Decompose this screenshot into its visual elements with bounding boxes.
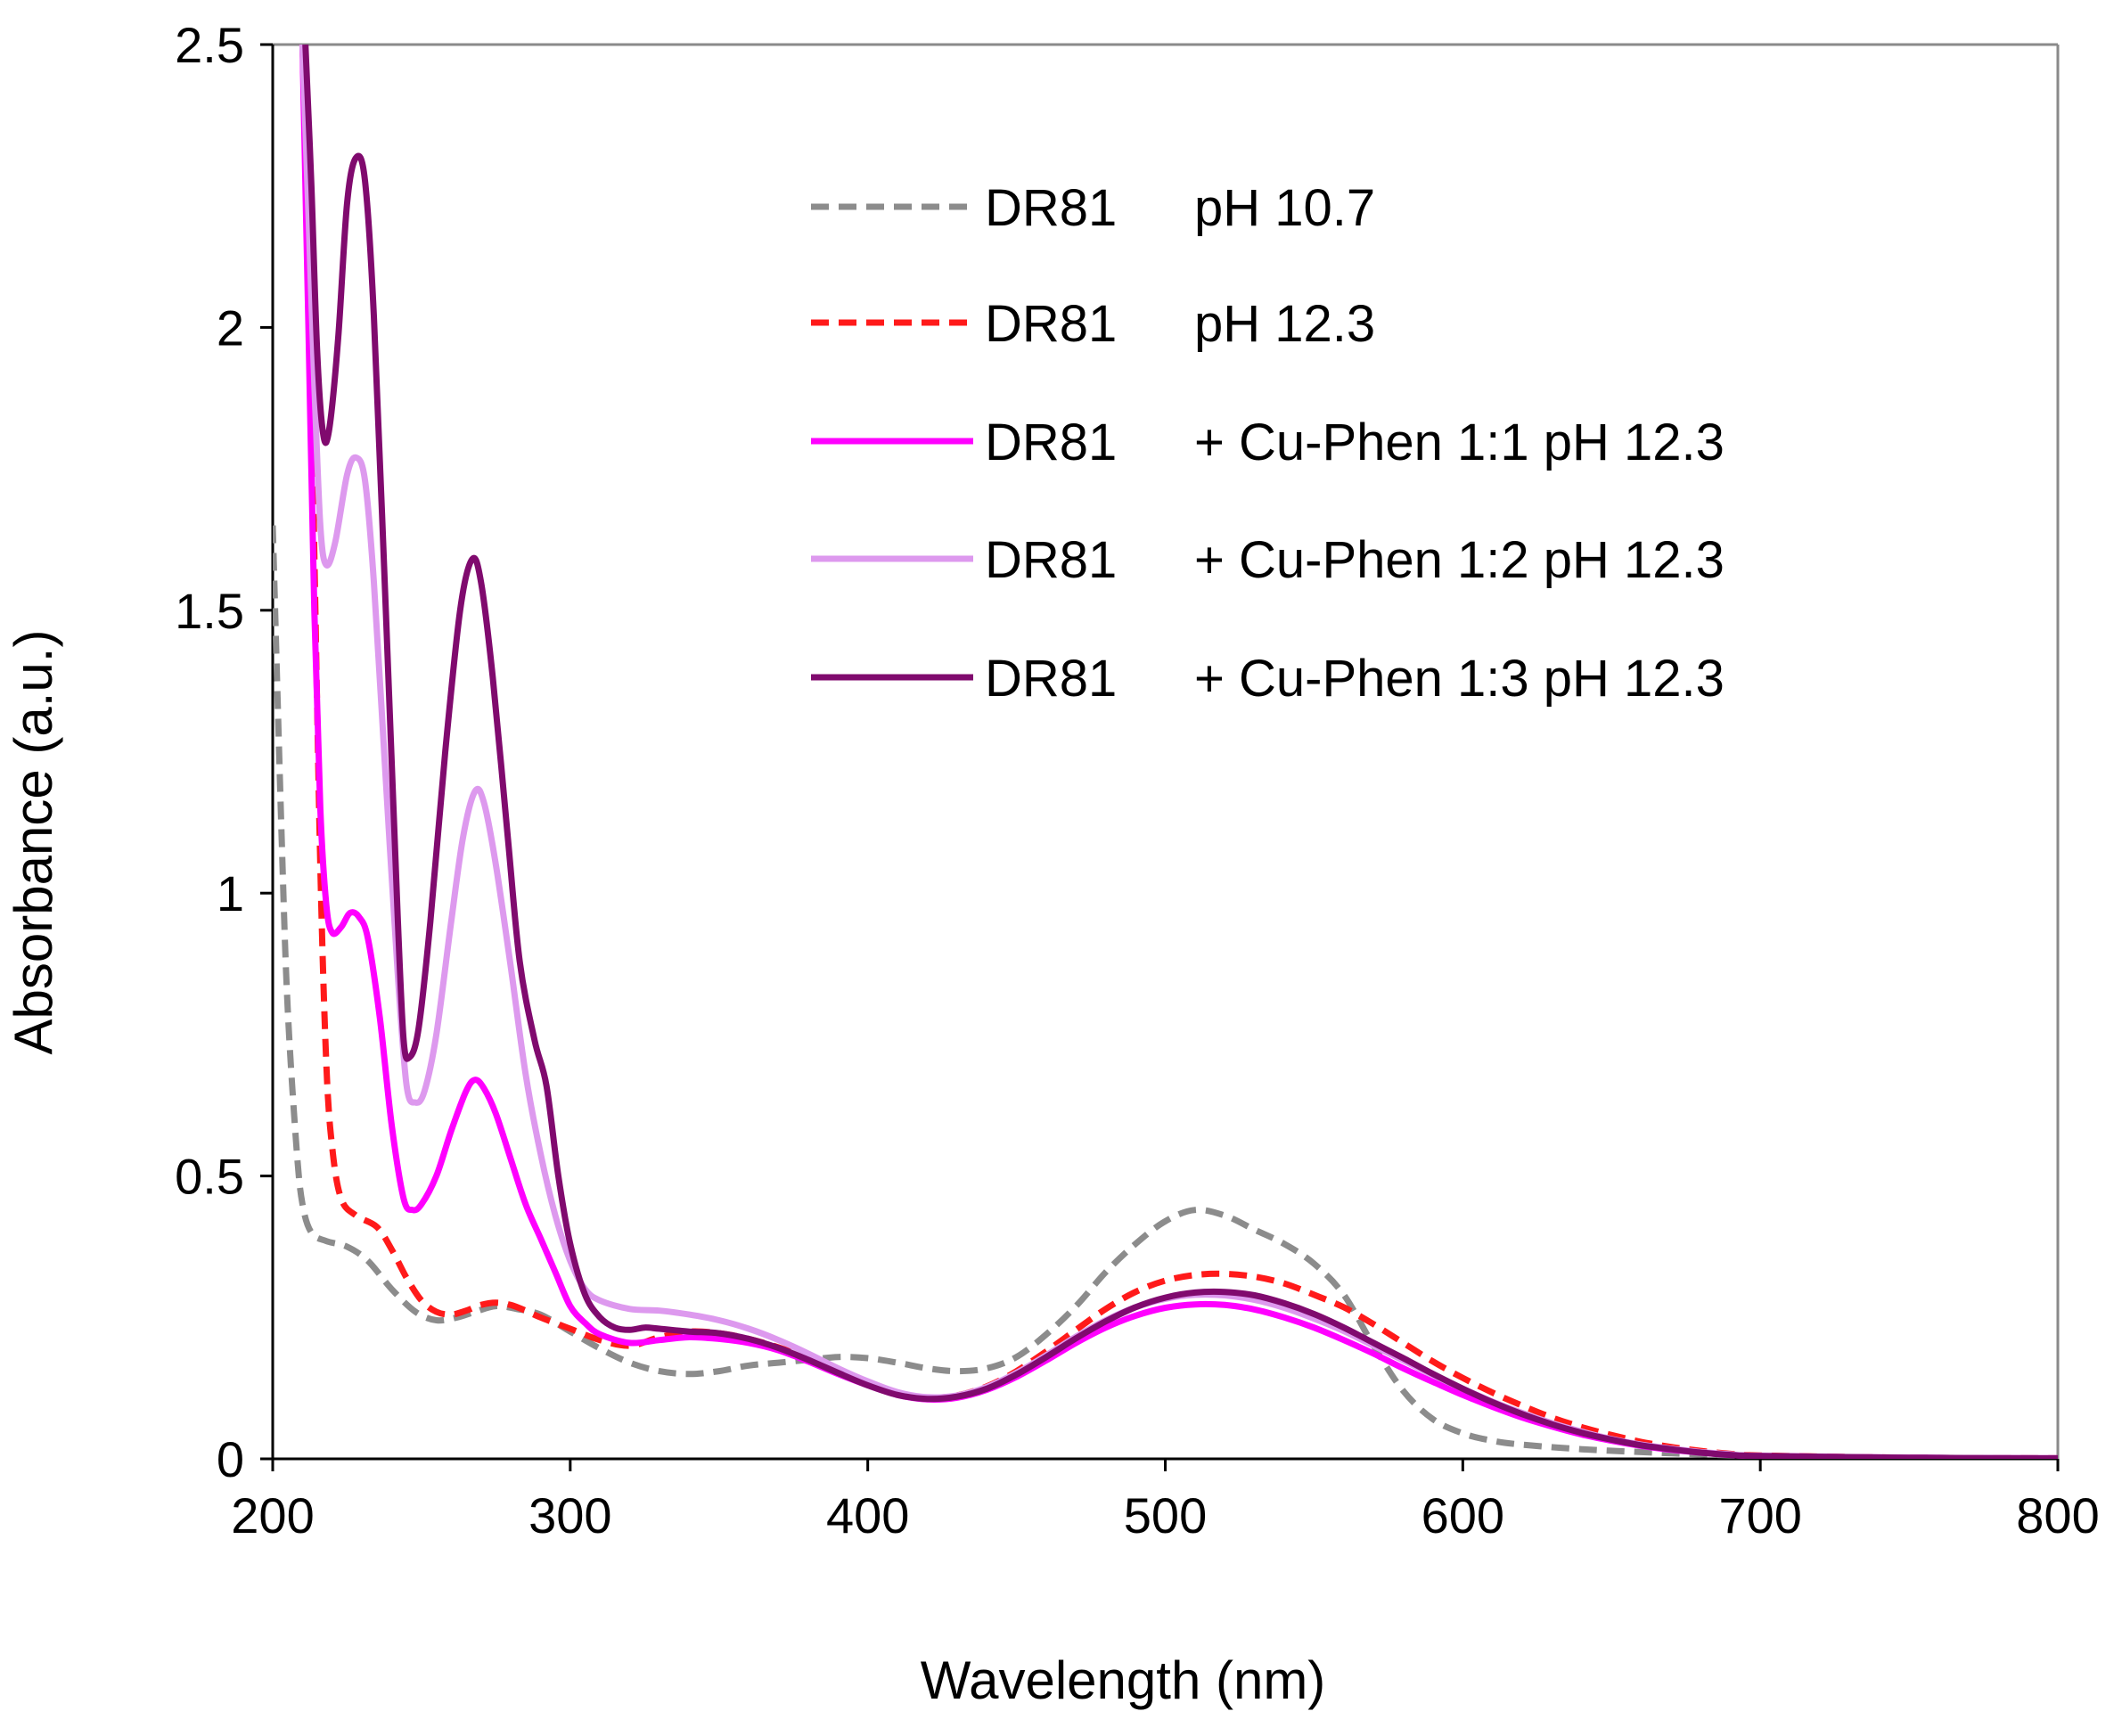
y-axis-ticks: 0 0.5 1 1.5 2 2.5: [175, 17, 273, 1487]
y-tick-label: 1.5: [175, 583, 244, 639]
y-tick-label: 0.5: [175, 1149, 244, 1205]
x-tick-label: 400: [826, 1487, 909, 1544]
x-tick-label: 700: [1718, 1487, 1801, 1544]
y-tick-label: 2.5: [175, 17, 244, 73]
legend-label-main: DR81: [985, 295, 1117, 353]
y-tick-label: 0: [217, 1431, 244, 1487]
x-tick-label: 600: [1421, 1487, 1504, 1544]
legend: DR81 pH 10.7 DR81 pH 12.3 DR81 + Cu-Phen 1:1 …: [811, 179, 1725, 708]
legend-label-main: DR81: [985, 650, 1117, 708]
legend-label-suffix: + Cu-Phen 1:1 pH 12.3: [1194, 414, 1725, 471]
series-line-ph-10-7: [273, 525, 2058, 1459]
legend-label-suffix: pH 10.7: [1194, 179, 1375, 237]
legend-label-main: DR81: [985, 531, 1117, 589]
x-tick-label: 200: [231, 1487, 314, 1544]
legend-label-suffix: + Cu-Phen 1:2 pH 12.3: [1194, 531, 1725, 589]
series-line-cu-phen-1-3: [302, 45, 2058, 1459]
legend-label-suffix: + Cu-Phen 1:3 pH 12.3: [1194, 650, 1725, 708]
legend-label-main: DR81: [985, 414, 1117, 471]
y-tick-label: 1: [217, 865, 244, 921]
x-tick-label: 500: [1124, 1487, 1207, 1544]
x-axis-ticks: 200 300 400 500 600 700 800: [231, 1459, 2100, 1544]
legend-label-suffix: pH 12.3: [1194, 295, 1375, 353]
x-tick-label: 300: [528, 1487, 611, 1544]
x-axis-title: Wavelength (nm): [921, 1650, 1326, 1710]
series-layer: [273, 45, 2058, 1459]
legend-label-main: DR81: [985, 179, 1117, 237]
x-tick-label: 800: [2016, 1487, 2099, 1544]
y-axis-title: Absorbance (a.u.): [4, 630, 63, 1055]
y-tick-label: 2: [217, 299, 244, 356]
